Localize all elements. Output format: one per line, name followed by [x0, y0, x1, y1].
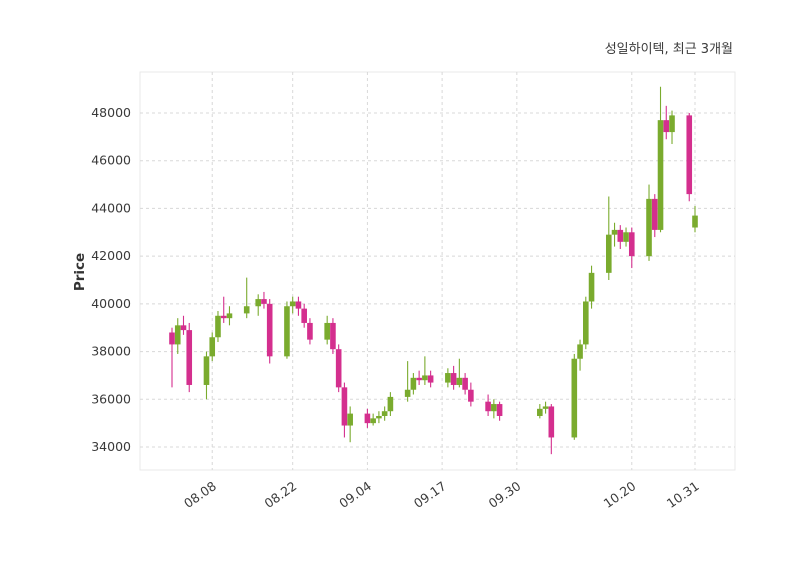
candle-body: [255, 299, 262, 307]
candle-body: [174, 325, 181, 345]
candle-body: [404, 389, 411, 397]
candle-body: [180, 325, 187, 331]
candle-body: [628, 232, 635, 257]
candle-body: [295, 301, 302, 309]
candle-body: [462, 377, 468, 390]
candle-body: [422, 375, 428, 381]
candle-body: [605, 234, 612, 273]
candle-body: [646, 198, 652, 257]
candle-body: [686, 115, 693, 195]
candle-body: [261, 299, 267, 304]
candle-body: [376, 415, 382, 419]
y-tick-label: 36000: [91, 391, 131, 406]
x-tick-label: 09.17: [411, 478, 449, 511]
y-tick-label: 38000: [91, 344, 131, 359]
candle-body: [307, 322, 313, 340]
candle-body: [416, 377, 422, 381]
candle-body: [347, 413, 353, 426]
candle-body: [537, 408, 543, 416]
candle-body: [669, 115, 675, 133]
candle-body: [203, 356, 210, 385]
y-tick-label: 42000: [91, 248, 131, 263]
candle-body: [289, 301, 296, 307]
candle-body: [427, 375, 434, 383]
candle-body: [485, 401, 491, 412]
candle-body: [548, 406, 555, 438]
candle-body: [186, 330, 193, 385]
candle-body: [617, 229, 624, 242]
candle-body: [220, 315, 227, 319]
candle-body: [588, 272, 595, 302]
candle-body: [577, 344, 583, 359]
candle-body: [335, 349, 342, 388]
candle-body: [663, 120, 670, 133]
candle-body: [651, 198, 658, 230]
candle-body: [657, 120, 664, 230]
candle-body: [226, 313, 233, 319]
candle-body: [692, 215, 698, 228]
candle-body: [301, 308, 307, 323]
candle-body: [542, 406, 549, 409]
chart-title: 성일하이텍, 최근 3개월: [604, 42, 733, 57]
y-axis-label: Price: [72, 252, 88, 292]
candle-body: [387, 396, 394, 412]
y-tick-label: 44000: [91, 200, 131, 215]
candle-body: [450, 373, 457, 385]
candle-body: [364, 413, 371, 424]
candle-body: [243, 306, 250, 314]
candle-body: [370, 418, 376, 424]
candle-body: [341, 387, 348, 426]
candle-body: [496, 404, 503, 416]
x-tick-label: 09.04: [336, 478, 374, 511]
candle-body: [209, 337, 216, 357]
candle-body: [491, 404, 497, 412]
x-tick-label: 08.22: [261, 478, 299, 511]
candle-body: [324, 322, 330, 340]
x-tick-label: 09.30: [486, 478, 524, 511]
y-tick-label: 34000: [91, 439, 131, 454]
candle-body: [381, 411, 388, 416]
candle-body: [284, 306, 290, 357]
y-tick-label: 40000: [91, 296, 131, 311]
candle-body: [410, 377, 417, 390]
candle-body: [330, 322, 336, 350]
candle-body: [468, 389, 474, 402]
candle-body: [583, 301, 589, 345]
candle-body: [623, 232, 629, 242]
x-tick-label: 10.20: [601, 478, 639, 511]
candle-body: [445, 373, 451, 383]
candle-body: [266, 303, 273, 357]
plot-area: [139, 71, 736, 471]
x-tick-label: 08.08: [181, 478, 219, 511]
candle-body: [215, 315, 221, 338]
x-tick-label: 10.31: [664, 478, 702, 511]
y-tick-label: 46000: [91, 153, 131, 168]
candle-body: [571, 358, 578, 438]
candle-body: [611, 229, 618, 235]
candle-body: [169, 332, 175, 345]
y-tick-label: 48000: [91, 105, 131, 120]
candle-body: [456, 377, 463, 385]
